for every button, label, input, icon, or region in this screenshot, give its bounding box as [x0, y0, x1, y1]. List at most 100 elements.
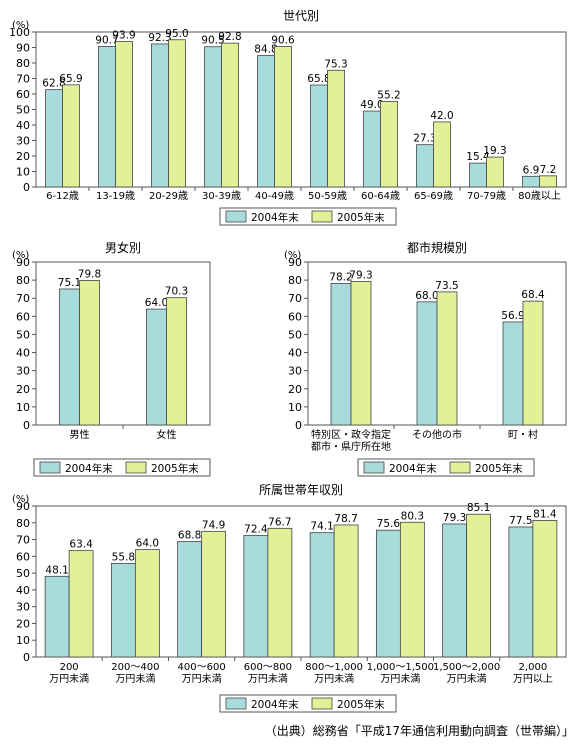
y-tick-label: 0 — [23, 181, 30, 194]
x-tick-label: 6-12歳 — [46, 190, 79, 202]
y-axis-label: (%) — [284, 250, 301, 261]
legend-entry: 2005年末 — [475, 462, 523, 475]
data-label: 90.6 — [271, 35, 295, 47]
y-tick-label: 20 — [288, 383, 302, 396]
y-axis-label: (%) — [12, 250, 29, 261]
bar — [532, 520, 558, 658]
legend-swatch — [39, 461, 61, 474]
x-tick-label: 1,500～2,000 — [433, 662, 500, 673]
legend-entry: 2004年末 — [251, 698, 299, 711]
legend-swatch — [311, 210, 333, 223]
data-label: 84.8 — [254, 44, 277, 56]
y-tick-label: 50 — [16, 328, 30, 341]
x-tick-label: その他の市 — [412, 428, 462, 441]
x-tick-label: 30-39歳 — [202, 190, 241, 202]
data-label: 75.3 — [324, 58, 347, 70]
y-tick-label: 70 — [16, 292, 30, 305]
bar — [62, 84, 80, 188]
data-label: 6.9 — [523, 164, 540, 176]
legend-swatch — [225, 210, 247, 223]
chart-title: 所属世帯年収別 — [259, 483, 343, 497]
y-tick-label: 90 — [288, 256, 302, 269]
bar — [375, 529, 401, 658]
bar — [433, 121, 451, 188]
data-label: 77.5 — [509, 515, 532, 527]
bar — [45, 89, 63, 188]
bar — [380, 101, 398, 188]
bar — [151, 43, 169, 188]
bar — [309, 532, 335, 658]
y-tick-label: 30 — [288, 365, 302, 378]
data-label: 79.3 — [443, 512, 466, 524]
y-tick-label: 30 — [16, 135, 30, 148]
y-tick-label: 40 — [16, 347, 30, 360]
y-tick-label: 20 — [16, 150, 30, 163]
x-tick-label: 70-79歳 — [467, 190, 506, 202]
bar — [436, 291, 458, 426]
y-tick-label: 10 — [16, 401, 30, 414]
bar — [350, 280, 372, 426]
legend-entry: 2004年末 — [65, 462, 113, 475]
bar — [166, 297, 187, 426]
x-tick-label: 町・村 — [508, 428, 538, 441]
y-tick-label: 30 — [16, 601, 30, 614]
bar — [59, 288, 80, 426]
x-tick-label: 65-69歳 — [414, 190, 453, 202]
bar — [399, 521, 425, 658]
y-tick-label: 30 — [16, 365, 30, 378]
data-label: 95.0 — [165, 28, 188, 40]
bar — [115, 41, 133, 188]
bar — [168, 39, 186, 188]
data-label: 75.1 — [58, 277, 81, 289]
y-axis-label: (%) — [12, 494, 29, 505]
x-tick-label: 200～400 — [111, 662, 159, 673]
legend-box — [219, 694, 397, 713]
y-tick-label: 50 — [16, 567, 30, 580]
data-label: 63.4 — [69, 539, 93, 551]
data-label: 64.0 — [136, 538, 159, 550]
bar — [146, 308, 167, 426]
y-axis-label: (%) — [12, 20, 29, 31]
y-tick-label: 90 — [16, 256, 30, 269]
bar — [330, 282, 352, 426]
bar — [68, 550, 94, 658]
y-tick-label: 80 — [16, 517, 30, 530]
legend-box — [33, 458, 211, 477]
y-tick-label: 60 — [16, 310, 30, 323]
y-tick-label: 70 — [16, 534, 30, 547]
x-tick-label: 万円未満 — [380, 673, 420, 685]
x-tick-label: 50-59歳 — [308, 190, 347, 202]
data-label: 42.0 — [430, 110, 453, 122]
x-tick-label: 200 — [60, 662, 79, 673]
bar — [469, 162, 487, 188]
data-label: 78.7 — [334, 513, 357, 525]
data-label: 64.0 — [145, 297, 168, 309]
y-tick-label: 40 — [16, 584, 30, 597]
x-tick-label: 万円未満 — [49, 673, 89, 685]
y-tick-label: 60 — [16, 550, 30, 563]
bar — [363, 110, 381, 188]
data-label: 81.4 — [533, 508, 557, 520]
y-tick-label: 70 — [288, 292, 302, 305]
y-tick-label: 0 — [23, 419, 30, 432]
data-label: 65.9 — [59, 73, 82, 85]
legend-swatch — [225, 697, 247, 710]
y-tick-label: 70 — [16, 73, 30, 86]
y-tick-label: 50 — [288, 328, 302, 341]
legend-swatch — [449, 461, 471, 474]
x-tick-label: 13-19歳 — [96, 190, 135, 202]
x-tick-label: 1,000～1,500 — [367, 662, 434, 673]
x-tick-label: 万円未満 — [182, 673, 222, 685]
bar — [327, 69, 345, 188]
y-tick-label: 80 — [16, 57, 30, 70]
bar — [416, 144, 434, 188]
data-label: 68.8 — [178, 530, 201, 542]
bar — [257, 55, 275, 188]
bar — [333, 524, 359, 658]
data-label: 75.6 — [377, 518, 401, 530]
y-tick-label: 50 — [16, 104, 30, 117]
data-label: 74.9 — [202, 519, 225, 531]
bar — [310, 84, 328, 188]
x-tick-label: 万円以上 — [513, 673, 553, 685]
